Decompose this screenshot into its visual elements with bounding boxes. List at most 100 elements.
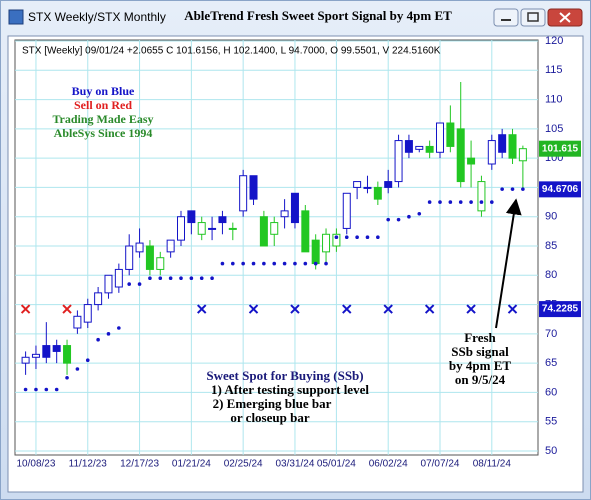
candle-body (114, 268, 123, 288)
candle-body (508, 134, 517, 159)
support-dot (386, 217, 391, 222)
candle-body (249, 175, 258, 200)
y-tick-label: 90 (545, 211, 557, 223)
candle-body (177, 216, 185, 241)
window-title: STX Weekly/STX Monthly (28, 10, 166, 24)
support-dot (313, 261, 318, 266)
candle-body (104, 274, 113, 294)
candle-body (259, 216, 268, 247)
signal-note: Fresh (464, 330, 496, 345)
signal-marker (197, 304, 207, 314)
support-dot (54, 387, 59, 392)
y-tick-label: 85 (545, 240, 557, 252)
support-dot (158, 276, 163, 281)
sweet-spot-note: or closeup bar (230, 410, 309, 425)
support-dot (500, 187, 504, 191)
signal-marker (507, 304, 518, 314)
app-icon (8, 9, 24, 25)
support-dot (137, 282, 142, 286)
signal-marker (62, 304, 72, 314)
maximize-button[interactable] (520, 8, 546, 27)
price-label-box (539, 301, 581, 318)
support-dot (199, 276, 204, 281)
x-tick-label: 03/31/24 (275, 459, 314, 470)
x-tick-label: 08/11/24 (473, 459, 512, 470)
signal-note: by 4pm ET (449, 358, 511, 373)
x-tick-label: 10/08/23 (16, 459, 55, 470)
support-dot (344, 235, 349, 240)
support-dot (417, 211, 422, 216)
candle-body (456, 128, 465, 183)
candle-body (332, 233, 341, 247)
support-dot (44, 387, 49, 392)
support-dot (34, 387, 38, 392)
candle-body (467, 157, 476, 165)
support-dot (241, 261, 245, 266)
signal-marker (20, 304, 31, 314)
candle-body (280, 210, 289, 218)
candle-body (218, 216, 227, 224)
support-dot (396, 217, 401, 222)
price-label-box (539, 140, 581, 157)
support-dot (65, 375, 69, 380)
support-dot (324, 261, 328, 266)
candle-body (42, 345, 51, 358)
signal-marker (342, 304, 352, 314)
chart-title: AbleTrend Fresh Sweet Sport Signal by 4p… (184, 8, 452, 23)
y-tick-label: 110 (545, 93, 563, 105)
candle-body (446, 122, 455, 147)
signal-marker (424, 304, 435, 314)
candle-body (63, 345, 72, 364)
candle-body (322, 233, 331, 253)
info-line: STX [Weekly] 09/01/24 +2.0655 C 101.6156… (22, 46, 441, 57)
candle-body (518, 148, 527, 162)
y-tick-label: 65 (545, 357, 557, 369)
support-dot (293, 261, 297, 266)
candle-body (208, 227, 217, 230)
candle-body (301, 210, 310, 253)
candle-body (425, 145, 434, 153)
candle-body (415, 145, 424, 150)
candle-body (166, 239, 175, 253)
candle-body (228, 227, 237, 230)
support-dot (438, 200, 442, 204)
y-tick-label: 120 (545, 35, 563, 47)
support-dot (210, 276, 214, 281)
price-label-box (539, 181, 581, 198)
support-dot (365, 235, 370, 240)
support-dot (231, 261, 235, 266)
x-tick-label: 02/25/24 (224, 459, 263, 470)
sweet-spot-note: 2) Emerging blue bar (213, 396, 332, 411)
y-tick-label: 105 (545, 123, 563, 135)
support-dot (117, 326, 121, 330)
signal-note: on 9/5/24 (455, 372, 506, 387)
price-label: 94.6706 (542, 184, 579, 195)
minimize-button[interactable] (493, 8, 519, 27)
support-dot (334, 235, 339, 240)
y-tick-label: 55 (545, 416, 557, 428)
x-tick-label: 12/17/23 (120, 459, 159, 470)
candle-body (290, 192, 299, 224)
legend-note: Buy on Blue (72, 84, 135, 98)
candle-body (311, 239, 320, 265)
support-dot (427, 200, 432, 204)
support-dot (355, 235, 359, 240)
candle-body (373, 186, 382, 200)
candle-body (31, 353, 40, 358)
sweet-spot-note: 1) After testing support level (211, 382, 369, 397)
signal-marker (466, 304, 476, 314)
candle-body (363, 186, 372, 189)
support-dot (179, 276, 183, 281)
sweet-spot-note: Sweet Spot for Buying (SSb) (206, 368, 363, 383)
legend-note: Sell on Red (74, 98, 132, 112)
window-buttons[interactable] (493, 8, 583, 27)
y-tick-label: 70 (545, 328, 557, 340)
candle-body (187, 210, 196, 224)
y-tick-label: 60 (545, 386, 557, 398)
support-dot (127, 282, 131, 286)
candle-body (394, 140, 403, 183)
support-dot (75, 367, 80, 371)
support-dot (262, 261, 266, 266)
legend-note: Trading Made Easy (52, 112, 153, 126)
price-label: 101.615 (542, 143, 579, 154)
